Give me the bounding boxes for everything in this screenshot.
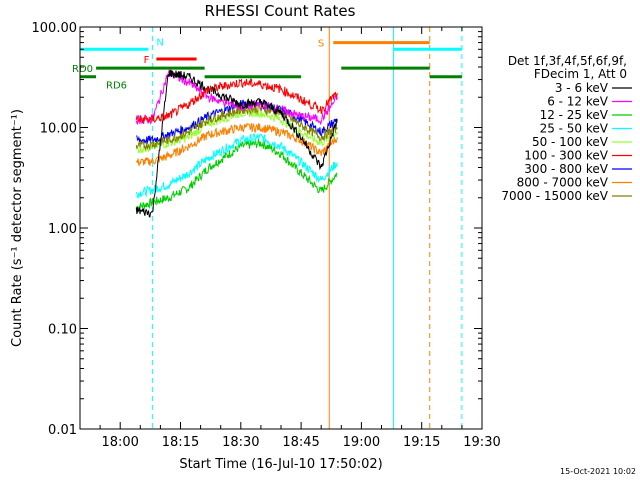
- legend-label-8: 7000 - 15000 keV: [501, 189, 608, 203]
- x-tick-label-5: 19:15: [403, 435, 440, 450]
- legend-label-5: 100 - 300 keV: [524, 149, 608, 163]
- legend-label-7: 800 - 7000 keV: [517, 176, 609, 190]
- series-line-5: [135, 78, 338, 124]
- flag-label-f: F: [144, 55, 150, 66]
- x-tick-label-4: 19:00: [343, 435, 380, 450]
- legend-label-1: 6 - 12 keV: [547, 95, 609, 109]
- footer-stamp: 15-Oct-2021 10:02: [560, 467, 636, 476]
- x-axis-label: Start Time (16-Jul-10 17:50:02): [179, 457, 382, 472]
- x-tick-label-6: 19:30: [463, 435, 500, 450]
- flag-label-s: S: [318, 39, 324, 50]
- series-line-0: [135, 69, 338, 218]
- series-line-7: [135, 122, 338, 166]
- plot-area: NF S RD0 RD6: [72, 27, 463, 429]
- x-tick-label-1: 18:15: [162, 435, 199, 450]
- flag-label-n: N: [156, 37, 163, 48]
- y-tick-label-0: 0.01: [48, 423, 77, 438]
- legend-label-3: 25 - 50 keV: [540, 122, 609, 136]
- y-tick-label-1: 0.10: [48, 323, 77, 338]
- y-tick-label-2: 1.00: [48, 222, 77, 237]
- legend-header-line-2: FDecim 1, Att 0: [534, 67, 627, 81]
- series-line-8: [135, 103, 338, 152]
- legend: Det 1f,3f,4f,5f,6f,9f, FDecim 1, Att 0 3…: [501, 54, 632, 203]
- flag-label-rd6: RD6: [106, 81, 127, 92]
- x-axis: 18:00 18:15 18:30 18:45 19:00 19:15 19:30: [99, 27, 501, 450]
- y-tick-label-4: 100.00: [32, 21, 78, 36]
- series-line-2: [135, 138, 338, 213]
- y-axis: 0.01 0.10 1.00 10.00 100.00: [32, 21, 482, 438]
- series-line-4: [135, 106, 338, 154]
- legend-header-line-1: Det 1f,3f,4f,5f,6f,9f,: [508, 54, 627, 68]
- x-tick-label-0: 18:00: [101, 435, 138, 450]
- legend-label-4: 50 - 100 keV: [532, 135, 609, 149]
- legend-label-2: 12 - 25 keV: [540, 108, 609, 122]
- y-axis-label: Count Rate (s⁻¹ detector segment⁻¹): [10, 109, 25, 347]
- series-line-3: [135, 132, 338, 199]
- legend-label-6: 300 - 800 keV: [524, 162, 608, 176]
- legend-label-0: 3 - 6 keV: [555, 81, 609, 95]
- x-tick-label-3: 18:45: [282, 435, 319, 450]
- y-tick-label-3: 10.00: [40, 122, 77, 137]
- x-tick-label-2: 18:30: [222, 435, 259, 450]
- chart-title: RHESSI Count Rates: [205, 2, 356, 20]
- flag-label-rd0: RD0: [72, 64, 93, 75]
